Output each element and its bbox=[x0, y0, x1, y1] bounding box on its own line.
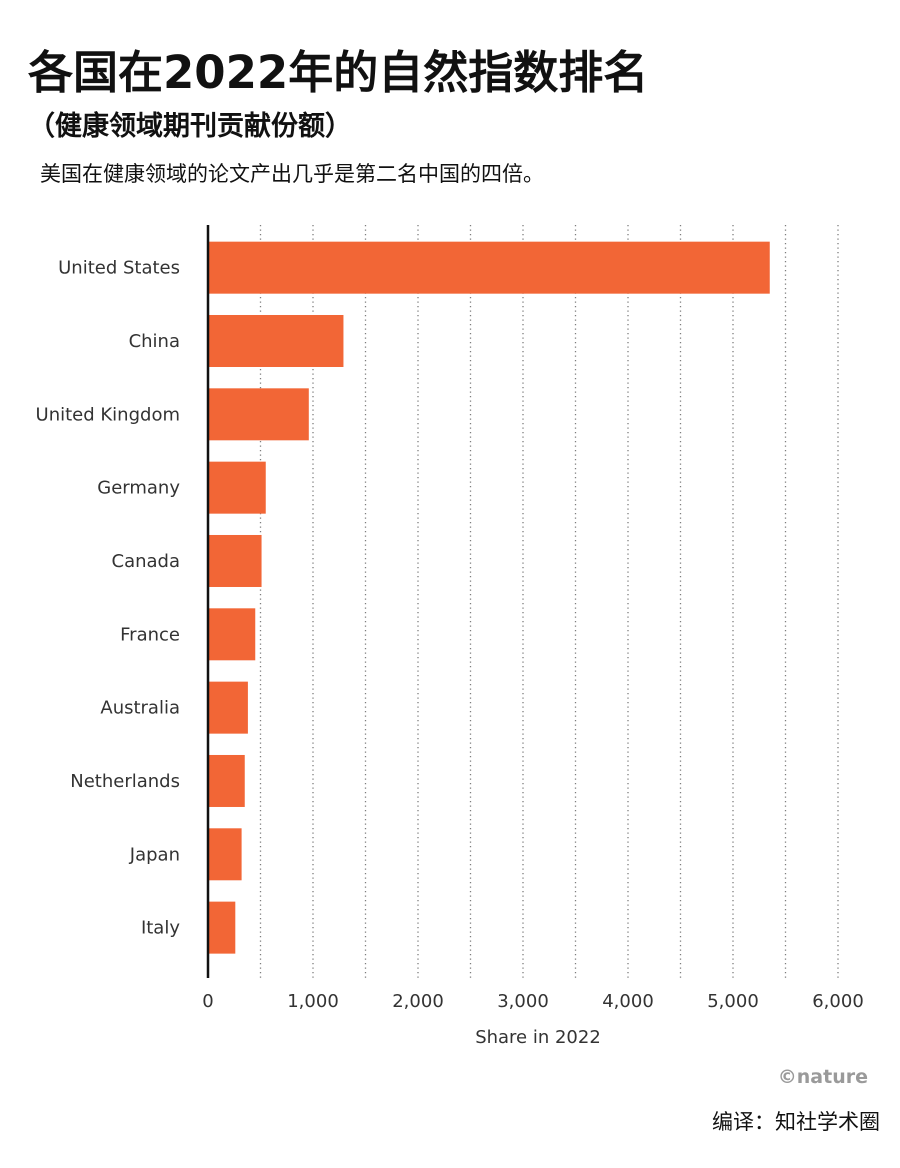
category-label-united-kingdom: United Kingdom bbox=[36, 404, 180, 425]
bar-united-states bbox=[208, 241, 770, 294]
translation-credit: 编译：知社学术圈 bbox=[712, 1110, 880, 1134]
bar-china bbox=[208, 314, 344, 367]
category-label-germany: Germany bbox=[97, 478, 180, 499]
category-label-china: China bbox=[129, 331, 180, 352]
x-tick-label: 1,000 bbox=[287, 991, 339, 1012]
x-tick-label: 0 bbox=[202, 991, 213, 1012]
bar-united-kingdom bbox=[208, 388, 309, 441]
x-tick-label: 5,000 bbox=[707, 991, 759, 1012]
bar-australia bbox=[208, 681, 248, 734]
bar-chart: United States China United Kingdom Germany C… bbox=[36, 225, 864, 1048]
x-tick-label: 6,000 bbox=[812, 991, 864, 1012]
chart-caption: 美国在健康领域的论文产出几乎是第二名中国的四倍。 bbox=[40, 162, 544, 186]
x-tick-label: 3,000 bbox=[497, 991, 549, 1012]
nature-logo: ©nature bbox=[777, 1066, 868, 1088]
x-tick-label: 2,000 bbox=[392, 991, 444, 1012]
chart-title: 各国在2022年的自然指数排名 bbox=[28, 46, 649, 99]
category-label-netherlands: Netherlands bbox=[70, 771, 180, 792]
bar-germany bbox=[208, 461, 266, 514]
chart-subtitle: （健康领域期刊贡献份额） bbox=[28, 111, 352, 142]
bar-netherlands bbox=[208, 754, 245, 807]
category-label-france: France bbox=[120, 624, 180, 645]
category-label-italy: Italy bbox=[141, 918, 180, 939]
bar-canada bbox=[208, 534, 262, 587]
category-label-united-states: United States bbox=[58, 258, 180, 279]
category-label-japan: Japan bbox=[129, 844, 180, 865]
category-label-australia: Australia bbox=[100, 698, 180, 719]
bar-france bbox=[208, 608, 256, 661]
category-label-canada: Canada bbox=[112, 551, 181, 572]
bar-japan bbox=[208, 828, 242, 881]
x-tick-label: 4,000 bbox=[602, 991, 654, 1012]
bar-italy bbox=[208, 901, 236, 954]
x-axis-title: Share in 2022 bbox=[475, 1027, 601, 1048]
